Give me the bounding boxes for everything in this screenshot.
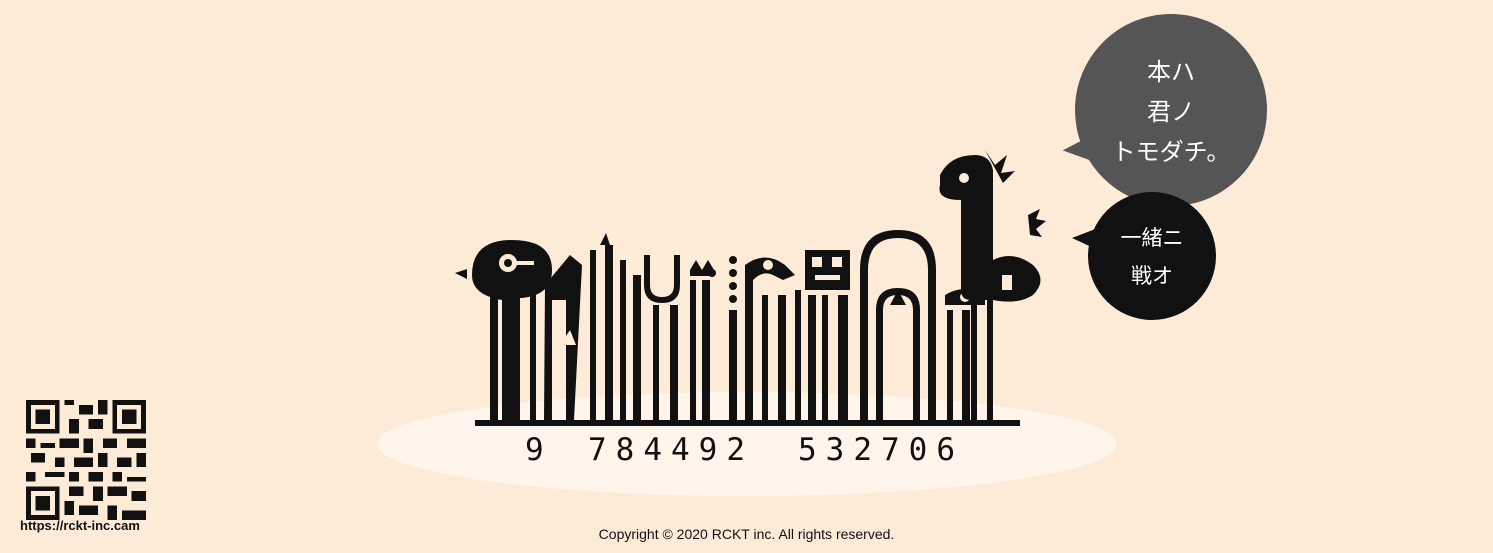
copyright-text: Copyright © 2020 RCKT inc. All rights re… <box>598 526 895 542</box>
barcode-first-digit: 9 <box>525 432 553 468</box>
speech-bubble-large: 本ハ 君ノ トモダチ。 <box>1061 14 1267 206</box>
speech-bubble-small: 一緒ニ 戦オ <box>1072 192 1216 320</box>
barcode-creatures-illustration <box>455 150 1046 426</box>
barcode-digit-group-2: 532706 <box>798 432 964 468</box>
barcode-digit-group-1: 784492 <box>588 432 754 468</box>
speech-line: 戦オ <box>1131 264 1173 288</box>
speech-line: 君ノ <box>1147 98 1195 126</box>
speech-line: 本ハ <box>1147 58 1195 86</box>
speech-bubble-tail <box>1072 228 1098 250</box>
speech-line: トモダチ。 <box>1111 138 1231 166</box>
qr-url-link[interactable]: https://rckt-inc.cam <box>20 518 140 533</box>
qr-code-icon[interactable] <box>26 400 146 520</box>
speech-line: 一緒ニ <box>1120 226 1184 250</box>
